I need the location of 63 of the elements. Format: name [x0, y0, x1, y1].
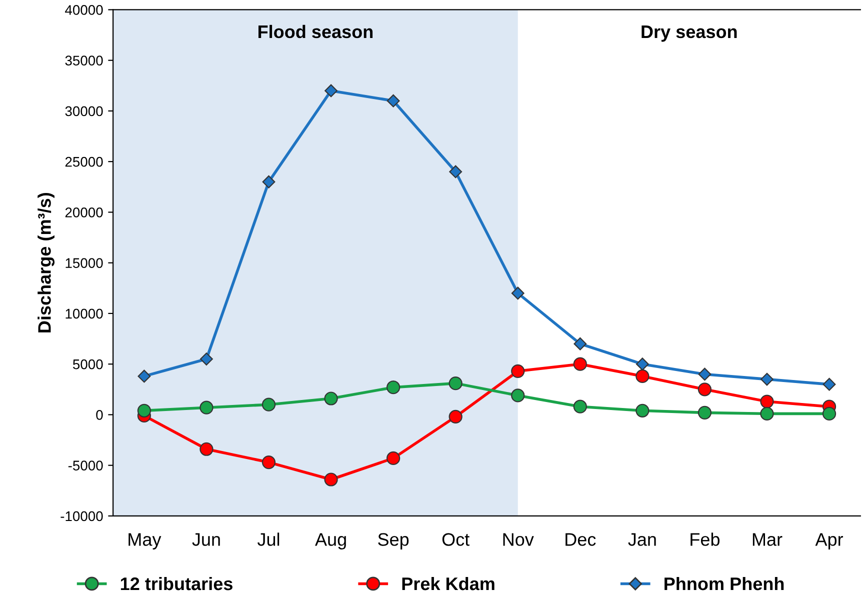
point [448, 410, 462, 424]
x-tick-label: Oct [442, 533, 470, 546]
point [200, 400, 214, 414]
x-tick-label: Nov [503, 533, 534, 546]
x-tick-label: Jun [192, 533, 220, 546]
point [511, 286, 524, 300]
point [573, 357, 587, 371]
point [262, 398, 276, 412]
point [698, 406, 712, 420]
point [698, 368, 712, 381]
point [262, 455, 276, 470]
point [574, 337, 587, 350]
x-tick-label: Mar [752, 533, 782, 546]
point [200, 352, 213, 366]
x-tick-label: Feb [690, 532, 720, 546]
y-tick-label: 30000 [65, 106, 103, 116]
point [137, 404, 151, 418]
point [448, 376, 462, 390]
point [200, 442, 214, 456]
legend-label: Prek Kdam [402, 576, 494, 590]
y-tick-label: 25000 [65, 156, 103, 167]
point [760, 394, 774, 408]
point [386, 94, 400, 108]
point [636, 358, 649, 371]
y-tick-label: 10000 [66, 308, 103, 319]
x-tick-label: May [128, 533, 162, 550]
point [698, 382, 712, 396]
y-tick-label: 15000 [66, 258, 103, 268]
point [262, 175, 276, 188]
legend-label: Phnom Phenh [664, 576, 784, 590]
point [386, 451, 400, 466]
x-tick-label: Sep [378, 533, 409, 550]
point [573, 400, 587, 414]
point [138, 370, 151, 383]
y-tick-label: 40000 [65, 5, 103, 15]
x-tick-label: Jan [628, 533, 656, 546]
point [324, 472, 338, 486]
point [449, 165, 462, 178]
x-tick-label: Apr [815, 533, 844, 550]
point [760, 406, 774, 420]
point [822, 406, 836, 420]
point [386, 380, 400, 394]
point [822, 378, 836, 391]
x-tick-label: Dec [566, 533, 596, 546]
point [760, 372, 774, 386]
point [324, 84, 338, 98]
y-tick-label: -10000 [60, 511, 103, 522]
point [511, 364, 525, 378]
band-label: Flood season [258, 24, 373, 38]
point [511, 388, 525, 402]
y-tick-label: 20000 [65, 208, 103, 218]
y-tick-label: 0 [96, 410, 103, 420]
y-axis-title: Discharge (m³/s) [38, 192, 55, 332]
y-tick-label: -5000 [68, 460, 103, 470]
x-tick-label: Jul [257, 532, 280, 546]
annotation: Dry season [642, 26, 737, 42]
y-tick-label: 35000 [65, 56, 103, 66]
legend-label: 12 tributaries [120, 576, 232, 590]
point [636, 369, 650, 384]
point [324, 392, 338, 406]
point [636, 404, 650, 418]
x-tick-label: Aug [315, 533, 346, 550]
y-tick-label: 5000 [72, 359, 103, 370]
